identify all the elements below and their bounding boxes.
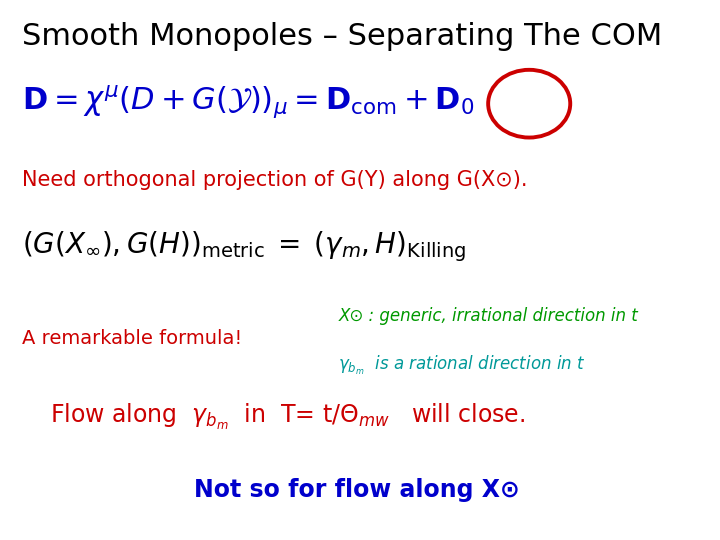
Text: $\left(G(X_\infty), G(H)\right)_{\mathrm{metric}} \;=\; \left(\gamma_m, H\right): $\left(G(X_\infty), G(H)\right)_{\mathrm… [22, 230, 466, 264]
Text: $\mathbf{D} = \chi^\mu(D + G(\mathcal{Y}))_\mu = \mathbf{D}_{\mathrm{com}} + \ma: $\mathbf{D} = \chi^\mu(D + G(\mathcal{Y}… [22, 84, 474, 120]
Text: Smooth Monopoles – Separating The COM: Smooth Monopoles – Separating The COM [22, 22, 662, 51]
Text: X⊙ : generic, irrational direction in t: X⊙ : generic, irrational direction in t [338, 307, 638, 325]
Text: $\gamma_{b_m}$  is a rational direction in $t$: $\gamma_{b_m}$ is a rational direction i… [338, 354, 586, 377]
Text: Not so for flow along X⊙: Not so for flow along X⊙ [194, 478, 520, 502]
Text: Need orthogonal projection of G(Υ) along G(X⊙).: Need orthogonal projection of G(Υ) along… [22, 170, 527, 190]
Text: A remarkable formula!: A remarkable formula! [22, 329, 242, 348]
Text: Flow along  $\gamma_{b_m}$  in  T= t/$\Theta_{mw}$   will close.: Flow along $\gamma_{b_m}$ in T= t/$\Thet… [50, 402, 526, 433]
